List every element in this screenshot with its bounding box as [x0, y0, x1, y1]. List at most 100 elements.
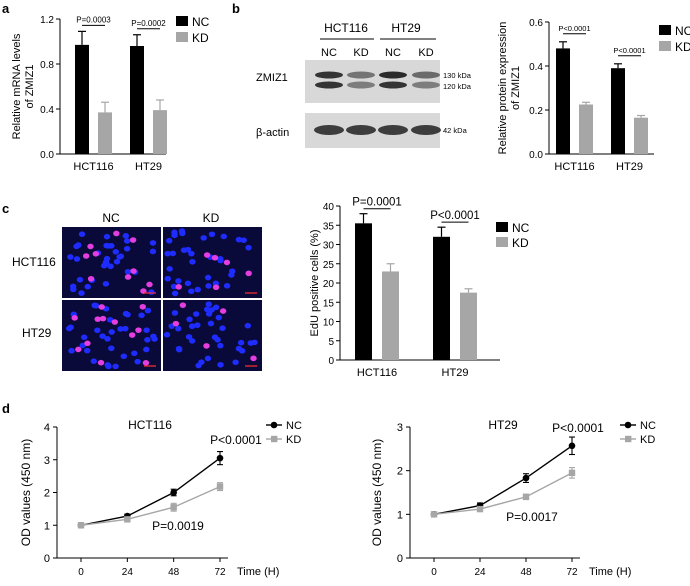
p-value-label: P=0.0001 [352, 197, 402, 209]
cell-nucleus [211, 334, 219, 341]
band-120kda [379, 81, 407, 89]
cell-nucleus [175, 278, 182, 284]
cell-nucleus [144, 307, 152, 314]
edu-positive-nucleus [139, 303, 146, 310]
edu-positive-nucleus [128, 332, 136, 338]
cell-nucleus [194, 286, 201, 293]
band-120kda [315, 81, 343, 89]
cell-nucleus [180, 247, 188, 253]
cell-nucleus [81, 334, 88, 341]
blot-group-label: HCT116 [324, 21, 368, 35]
cell-nucleus [212, 280, 220, 287]
edu-positive-nucleus [130, 268, 137, 274]
legend-swatch-kd [496, 237, 508, 247]
p-value-label: P=0.0019 [152, 519, 204, 533]
cell-nucleus [108, 329, 115, 335]
data-point-nc [522, 474, 530, 482]
cell-nucleus [113, 258, 121, 265]
edu-positive-nucleus [71, 315, 78, 321]
x-tick-label: HCT116 [357, 367, 397, 379]
cell-nucleus [143, 346, 150, 353]
y-tick-label: 10 [323, 318, 335, 329]
bar-nc [611, 68, 625, 154]
y-axis-label: Relative mRNA levels [11, 33, 23, 139]
cell-nucleus [220, 233, 227, 240]
edu-positive-nucleus [212, 284, 220, 291]
x-tick-label: 72 [214, 567, 226, 578]
cell-nucleus [185, 334, 193, 340]
legend-marker-nc [270, 421, 278, 429]
legend-swatch-nc [176, 16, 188, 26]
cell-nucleus [108, 345, 115, 352]
cell-nucleus [204, 355, 212, 362]
cell-nucleus [105, 243, 113, 249]
cell-nucleus [164, 275, 171, 282]
y-tick-label: 1.2 [40, 15, 54, 26]
legend-swatch-nc [659, 25, 671, 35]
cell-nucleus [244, 322, 252, 329]
panel-letter-a: a [2, 1, 10, 16]
y-tick-label: 0.4 [40, 105, 54, 116]
band-actin [346, 125, 376, 135]
cell-nucleus [217, 257, 224, 264]
y-tick-label: 25 [323, 260, 335, 271]
y-axis-label: OD values (450 nm) [370, 439, 384, 546]
y-axis-label: EdU positive cells (%) [309, 230, 321, 337]
edu-positive-nucleus [146, 281, 153, 288]
edu-positive-nucleus [172, 320, 180, 327]
y-tick-label: 0.6 [529, 18, 543, 29]
data-point-kd [430, 511, 438, 518]
cell-nucleus [99, 333, 106, 339]
data-point-kd [568, 469, 576, 477]
legend-swatch-nc [496, 222, 508, 232]
edu-positive-nucleus [129, 237, 137, 243]
cell-nucleus [78, 290, 85, 296]
p-value-label: P=0.0002 [131, 19, 166, 28]
cell-nucleus [217, 342, 224, 349]
legend-label: KD [640, 434, 655, 446]
p-value-label: P<0.0001 [558, 24, 590, 33]
cell-nucleus [205, 283, 212, 289]
x-tick-label: HT29 [442, 367, 469, 379]
band-130kda [315, 71, 343, 79]
edu-positive-nucleus [84, 340, 91, 347]
legend-marker-nc [624, 421, 632, 429]
x-axis-label: Time (H) [237, 566, 279, 578]
cell-nucleus [219, 325, 226, 332]
p-value-label: P<0.0001 [613, 46, 645, 55]
bar-nc [130, 46, 144, 154]
cell-nucleus [105, 363, 112, 370]
cell-nucleus [131, 350, 138, 357]
cell-nucleus [194, 322, 201, 328]
x-tick-label: HT29 [135, 161, 162, 173]
cell-nucleus [208, 307, 215, 313]
legend-swatch-kd [176, 32, 188, 42]
y-tick-label: 0 [44, 553, 50, 565]
cell-nucleus [92, 302, 100, 309]
edu-positive-nucleus [245, 270, 252, 277]
edu-positive-nucleus [92, 251, 100, 257]
legend-label: NC [192, 15, 210, 29]
cell-nucleus [207, 320, 215, 327]
cell-nucleus [163, 331, 171, 338]
y-tick-label: 15 [323, 298, 335, 309]
x-axis-label: Time (H) [589, 566, 631, 578]
cell-nucleus [76, 276, 84, 283]
cell-nucleus [175, 345, 183, 352]
y-tick-label: 2 [397, 466, 403, 478]
cell-nucleus [102, 281, 110, 287]
cell-nucleus [122, 325, 129, 332]
micro-col-label: NC [102, 211, 120, 225]
cell-nucleus [66, 325, 73, 332]
y-tick-label: 0.2 [529, 106, 543, 117]
cell-nucleus [171, 310, 179, 316]
x-tick-label: HT29 [616, 161, 643, 173]
band-130kda [379, 71, 407, 79]
cell-nucleus [107, 263, 114, 270]
cell-nucleus [229, 268, 236, 275]
y-tick-label: 0 [397, 553, 403, 565]
y-tick-label: 0.8 [40, 60, 54, 71]
kda-marker: 42 kDa [443, 126, 468, 135]
edu-positive-nucleus [142, 360, 150, 366]
